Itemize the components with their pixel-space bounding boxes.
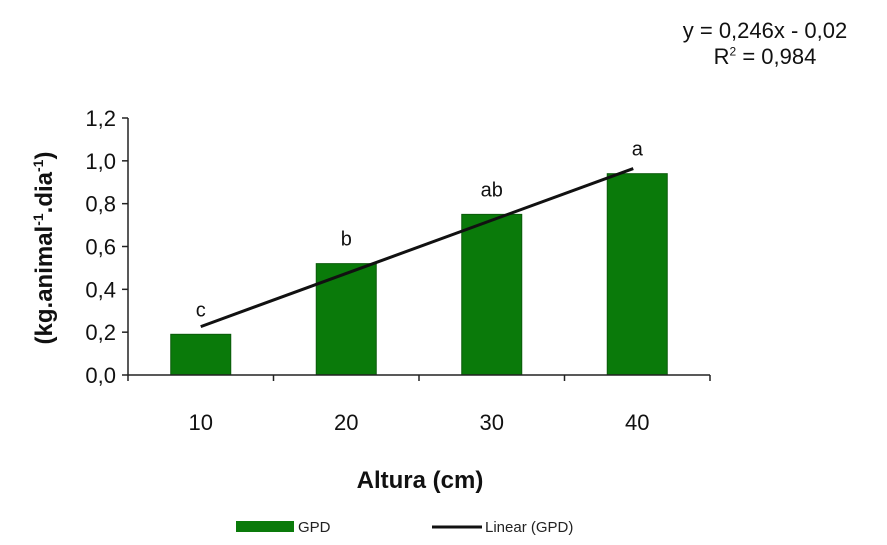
significance-letter-30: ab (481, 179, 503, 201)
legend-label-linear: Linear (GPD) (485, 519, 573, 536)
significance-letter-10: c (196, 299, 206, 321)
y-tick-label: 0,4 (85, 277, 116, 302)
x-tick-label-30: 30 (480, 410, 504, 435)
svg-text:(kg.animal-1.dia-1): (kg.animal-1.dia-1) (30, 152, 58, 345)
y-tick-label: 0,2 (85, 320, 116, 345)
x-tick-label-10: 10 (189, 410, 213, 435)
x-tick-label-20: 20 (334, 410, 358, 435)
legend: GPD Linear (GPD) (236, 519, 573, 536)
y-axis-title: (kg.animal-1.dia-1) (30, 152, 58, 345)
legend-label-gpd: GPD (298, 519, 331, 536)
legend-swatch-gpd (236, 521, 294, 532)
y-tick-label: 0,8 (85, 192, 116, 217)
trendline-linear-gpd (200, 167, 634, 329)
bar-20 (315, 263, 377, 376)
equation-text: y = 0,246x - 0,02 (682, 18, 848, 43)
significance-letter-40: a (632, 139, 644, 161)
bar-10 (170, 333, 232, 376)
bar-40 (606, 173, 668, 376)
y-tick-label: 0,6 (85, 235, 116, 260)
x-tick-label-40: 40 (625, 410, 649, 435)
r-squared-text: R2 = 0,984 (713, 44, 817, 70)
y-tick-label: 0,0 (85, 363, 116, 388)
regression-equation: y = 0,246x - 0,02 R2 = 0,984 (655, 18, 875, 71)
y-tick-label: 1,2 (85, 106, 116, 131)
y-tick-label: 1,0 (85, 149, 116, 174)
x-axis-title: Altura (cm) (357, 467, 484, 494)
bar-30 (461, 213, 523, 376)
significance-letter-20: b (341, 229, 352, 251)
